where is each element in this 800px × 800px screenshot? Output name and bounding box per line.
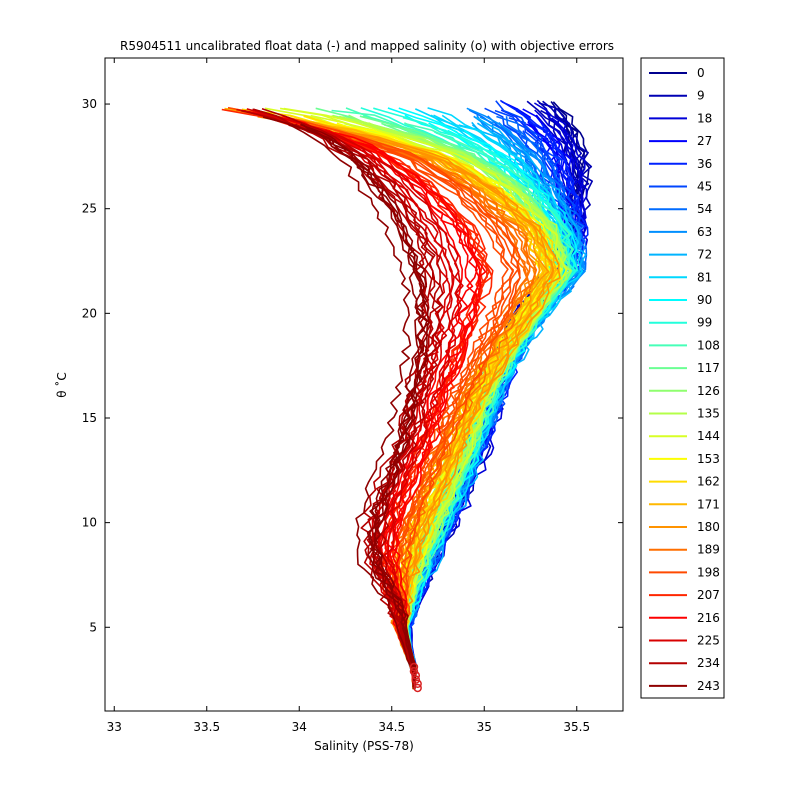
x-tick-label: 35.5 <box>563 720 590 734</box>
profile-lines <box>221 99 594 690</box>
legend-label: 27 <box>697 134 712 148</box>
chart-title: R5904511 uncalibrated float data (-) and… <box>120 39 614 53</box>
profile-line <box>315 131 430 688</box>
y-tick-label: 30 <box>82 97 97 111</box>
legend-label: 225 <box>697 634 720 648</box>
profile-line <box>253 108 441 689</box>
profile-line <box>301 123 514 690</box>
legend-label: 81 <box>697 270 712 284</box>
legend-label: 234 <box>697 656 720 670</box>
mapped-salinity-point <box>413 679 422 689</box>
x-axis-label: Salinity (PSS-78) <box>314 739 414 753</box>
x-axis-ticks: 33 33.5 34 34.5 35 35.5 <box>107 58 590 734</box>
y-tick-label: 10 <box>82 516 97 530</box>
legend-label: 135 <box>697 407 720 421</box>
y-tick-label: 15 <box>82 411 97 425</box>
profile-line <box>262 116 415 688</box>
legend-label: 36 <box>697 157 712 171</box>
profile-line <box>338 131 521 688</box>
legend-label: 63 <box>697 225 712 239</box>
legend-label: 144 <box>697 429 720 443</box>
mapped-salinity-point <box>409 666 419 676</box>
y-tick-label: 5 <box>89 620 97 634</box>
x-tick-label: 34.5 <box>378 720 405 734</box>
x-tick-label: 33.5 <box>193 720 220 734</box>
y-tick-label: 20 <box>82 306 97 320</box>
legend-label: 18 <box>697 111 712 125</box>
legend-label: 9 <box>697 89 705 103</box>
legend-label: 171 <box>697 497 720 511</box>
legend-items: 0 9 18 27 36 45 54 63 72 81 90 99 108 117 126 135 144 153… <box>649 66 720 693</box>
profile-line <box>404 122 574 688</box>
mapped-salinity-point <box>413 683 422 693</box>
y-axis-ticks: 5 10 15 20 25 30 <box>82 97 623 634</box>
legend-label: 117 <box>697 361 720 375</box>
legend-label: 153 <box>697 452 720 466</box>
x-tick-label: 34 <box>292 720 307 734</box>
mapped-salinity-point <box>411 671 421 680</box>
mapped-salinity-markers <box>409 662 422 693</box>
profile-line <box>281 114 480 690</box>
y-tick-label: 25 <box>82 202 97 216</box>
legend-label: 216 <box>697 611 720 625</box>
plot-frame <box>104 57 624 712</box>
mapped-salinity-point <box>411 675 421 684</box>
profile-line <box>303 114 562 688</box>
legend-label: 0 <box>697 66 705 80</box>
legend-label: 162 <box>697 475 720 489</box>
profile-line <box>334 131 487 688</box>
profile-line <box>300 123 426 690</box>
legend-label: 180 <box>697 520 720 534</box>
legend-label: 54 <box>697 202 712 216</box>
legend-label: 189 <box>697 543 720 557</box>
legend: 0 9 18 27 36 45 54 63 72 81 90 99 108 117 126 135 144 153… <box>640 57 725 699</box>
legend-label: 126 <box>697 384 720 398</box>
y-axis-label: θ ˚C <box>54 372 69 398</box>
legend-label: 45 <box>697 180 712 194</box>
profile-line <box>283 107 568 689</box>
x-tick-label: 33 <box>107 720 122 734</box>
mapped-salinity-point <box>409 662 419 672</box>
legend-label: 108 <box>697 338 720 352</box>
legend-label: 99 <box>697 316 712 330</box>
x-tick-label: 35 <box>477 720 492 734</box>
legend-label: 198 <box>697 565 720 579</box>
plot-area: 33 33.5 34 34.5 35 35.5 5 10 15 20 25 30 <box>82 57 624 734</box>
legend-label: 207 <box>697 588 720 602</box>
legend-label: 90 <box>697 293 712 307</box>
legend-label: 72 <box>697 248 712 262</box>
legend-label: 243 <box>697 679 720 693</box>
